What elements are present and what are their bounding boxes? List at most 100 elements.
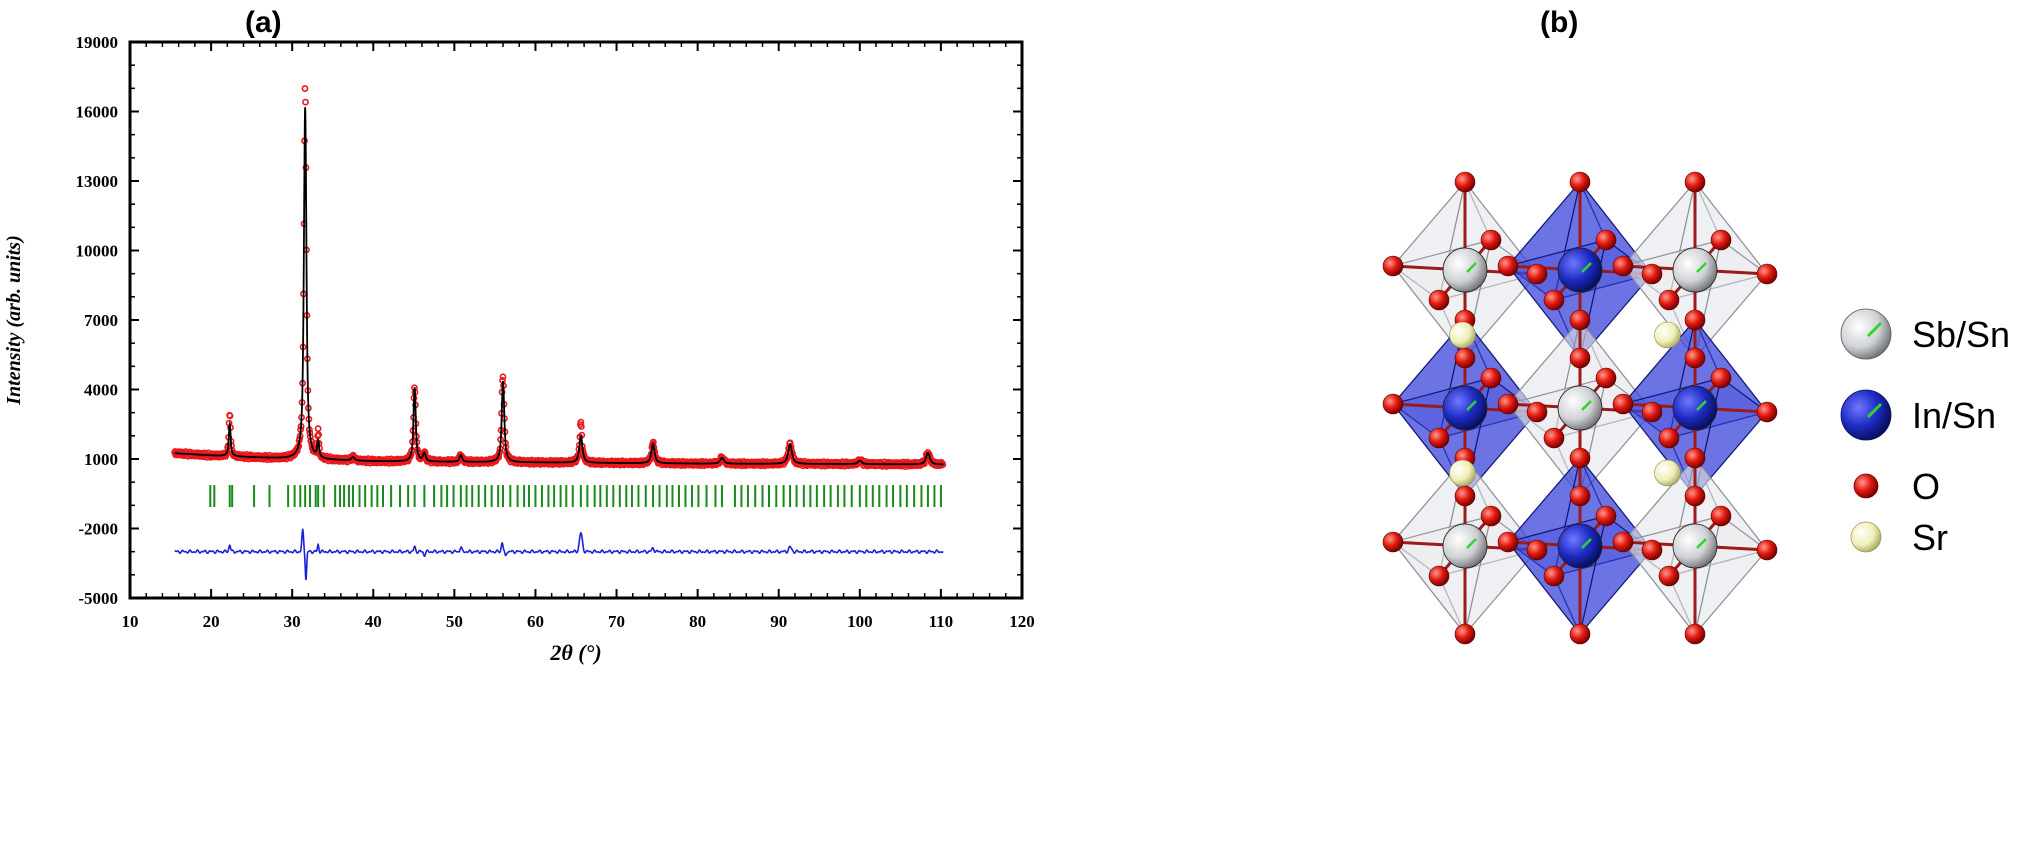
oxygen-atom [1480, 505, 1502, 527]
oxygen-atom [1428, 427, 1450, 449]
b-site-atom [1672, 247, 1718, 293]
octahedron-face [1694, 238, 1768, 359]
y-tick-label: -2000 [78, 520, 118, 539]
legend-entry: Sb/Sn [1840, 308, 2010, 360]
site-mixing-marker [1696, 262, 1707, 273]
x-tick-labels: 10 20 30 40 50 60 70 80 90 100 110 120 [122, 612, 1035, 631]
site-mixing-marker [1866, 321, 1883, 338]
x-tick-label: 110 [929, 612, 954, 631]
legend-label: In/Sn [1912, 395, 1996, 436]
site-mixing-marker [1866, 402, 1883, 419]
octahedron-face [1579, 238, 1653, 359]
oxygen-atom [1497, 255, 1519, 277]
legend-entry: Sr [1850, 517, 1948, 558]
b-site-atom [1557, 247, 1603, 293]
oxygen-atom [1684, 447, 1706, 469]
difference-series [174, 528, 944, 581]
oxygen-atoms [1382, 171, 1778, 645]
x-tick-label: 40 [365, 612, 382, 631]
site-mixing-marker [1696, 538, 1707, 549]
x-axis-title: 2θ (°) [549, 640, 601, 665]
y-tick-label: 4000 [84, 381, 118, 400]
y-tick-label: 7000 [84, 311, 118, 330]
oxygen-atom [1569, 485, 1591, 507]
oxygen-atom [1382, 255, 1404, 277]
oxygen-atom [1612, 393, 1634, 415]
oxygen-atom [1569, 171, 1591, 193]
observed-point [226, 412, 234, 420]
b-site-atom [1672, 523, 1718, 569]
oxygen-atom [1497, 531, 1519, 553]
oxygen-atom [1710, 229, 1732, 251]
legend-entry: O [1853, 466, 1940, 507]
octahedron-face [1579, 514, 1653, 635]
panel-a-label: (a) [245, 6, 282, 39]
plot-series [171, 85, 947, 581]
site-mixing-marker [1696, 400, 1707, 411]
tick-marks [129, 41, 1023, 599]
x-tick-label: 90 [770, 612, 787, 631]
oxygen-atom [1641, 539, 1663, 561]
observed-point [301, 85, 309, 92]
oxygen-atom [1454, 347, 1476, 369]
oxygen-atom [1658, 289, 1680, 311]
y-tick-labels: 19000 16000 13000 10000 7000 4000 1000 -2000 -50… [76, 33, 119, 608]
oxygen-atom [1569, 347, 1591, 369]
b-site-atom [1442, 523, 1488, 569]
sr-atom [1654, 459, 1681, 487]
oxygen-atom [1612, 255, 1634, 277]
legend-label: O [1912, 466, 1940, 507]
y-tick-label: 1000 [84, 450, 118, 469]
b-site-atom [1442, 247, 1488, 293]
oxygen-atom [1526, 401, 1548, 423]
oxygen-atom [1543, 427, 1565, 449]
y-tick-label: 13000 [76, 172, 119, 191]
plot-frame [128, 40, 1024, 600]
observed-point [314, 425, 322, 433]
octahedron-face [1464, 376, 1538, 497]
site-mixing-marker [1581, 400, 1592, 411]
legend-entry: In/Sn [1840, 389, 1996, 441]
oxygen-atom [1480, 229, 1502, 251]
sr-atom [1654, 321, 1681, 349]
x-tick-label: 10 [122, 612, 139, 631]
b-site-atom [1557, 523, 1603, 569]
y-tick-label: 10000 [76, 242, 119, 261]
oxygen-atom [1684, 309, 1706, 331]
oxygen-atom [1569, 309, 1591, 331]
red-sphere-icon [1853, 473, 1879, 499]
oxygen-atom [1454, 485, 1476, 507]
oxygen-atom [1428, 289, 1450, 311]
observed-point [577, 423, 585, 430]
observed-series [171, 85, 947, 470]
b-site-atom [1557, 385, 1603, 431]
oxygen-atom [1382, 531, 1404, 553]
oxygen-atom [1543, 565, 1565, 587]
yellow-sphere-icon [1850, 521, 1882, 553]
oxygen-atom [1454, 171, 1476, 193]
oxygen-atom [1684, 485, 1706, 507]
sr-atoms [1449, 321, 1681, 487]
b-site-atom [1442, 385, 1488, 431]
oxygen-atom [1710, 505, 1732, 527]
panel-b-label: (b) [1540, 6, 1578, 39]
oxygen-atom [1641, 263, 1663, 285]
observed-point [302, 98, 309, 106]
x-tick-label: 20 [203, 612, 220, 631]
oxygen-atom [1684, 171, 1706, 193]
oxygen-atom [1480, 367, 1502, 389]
x-tick-label: 120 [1009, 612, 1035, 631]
oxygen-atom [1428, 565, 1450, 587]
oxygen-atom [1595, 505, 1617, 527]
legend-label: Sb/Sn [1912, 314, 2010, 355]
oxygen-atom [1756, 263, 1778, 285]
structure-legend: Sb/Sn In/Sn O Sr [1840, 308, 2010, 558]
oxygen-atom [1658, 565, 1680, 587]
octahedron-face [1694, 514, 1768, 635]
x-tick-label: 50 [446, 612, 463, 631]
gray-sphere-icon [1840, 308, 1892, 360]
oxygen-atom [1595, 229, 1617, 251]
oxygen-atom [1526, 539, 1548, 561]
site-mixing-marker [1466, 400, 1477, 411]
